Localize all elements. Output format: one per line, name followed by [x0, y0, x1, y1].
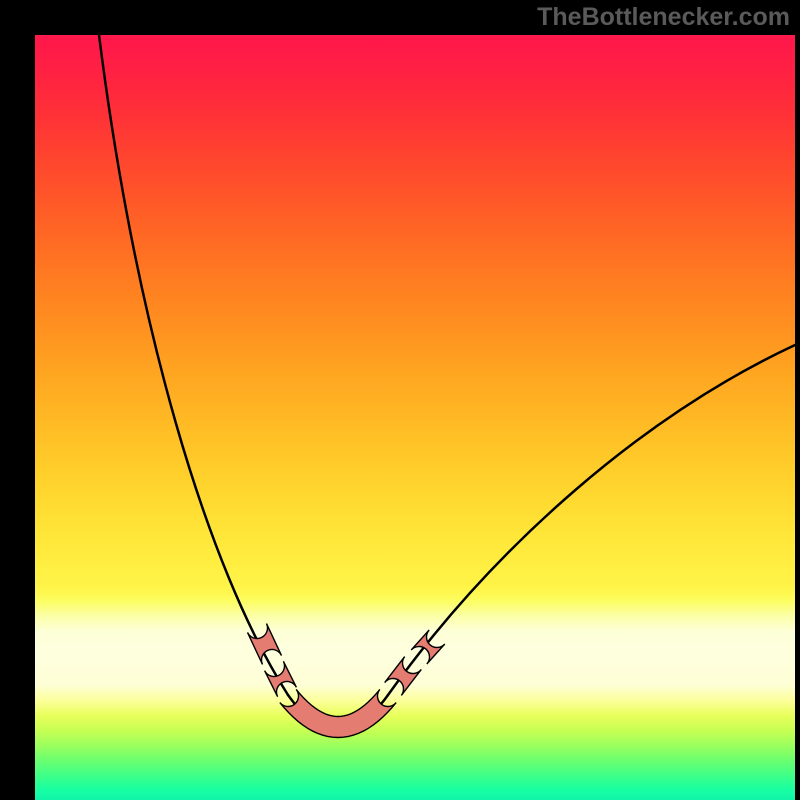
watermark-text: TheBottlenecker.com [537, 3, 790, 32]
gradient-background [35, 35, 795, 800]
chart-svg [35, 35, 795, 800]
plot-area [35, 35, 795, 800]
